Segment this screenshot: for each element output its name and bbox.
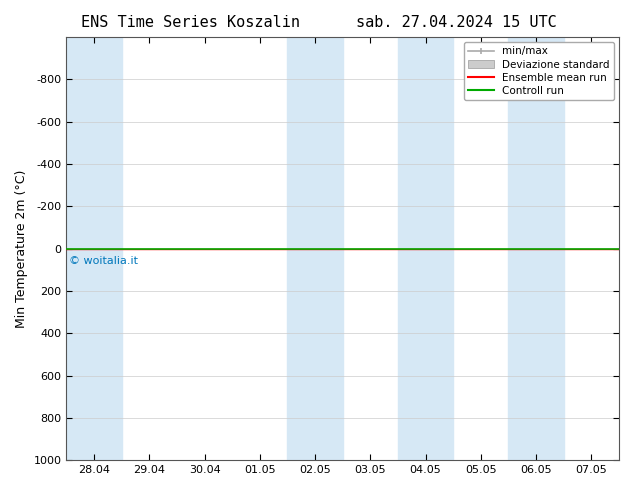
Bar (508, 37, 564, 460)
Bar (398, 37, 453, 460)
Text: sab. 27.04.2024 15 UTC: sab. 27.04.2024 15 UTC (356, 15, 557, 30)
Bar (67, 37, 122, 460)
Bar (287, 37, 343, 460)
Text: ENS Time Series Koszalin: ENS Time Series Koszalin (81, 15, 300, 30)
Y-axis label: Min Temperature 2m (°C): Min Temperature 2m (°C) (15, 170, 28, 328)
Legend: min/max, Deviazione standard, Ensemble mean run, Controll run: min/max, Deviazione standard, Ensemble m… (463, 42, 614, 100)
Text: © woitalia.it: © woitalia.it (69, 256, 138, 266)
